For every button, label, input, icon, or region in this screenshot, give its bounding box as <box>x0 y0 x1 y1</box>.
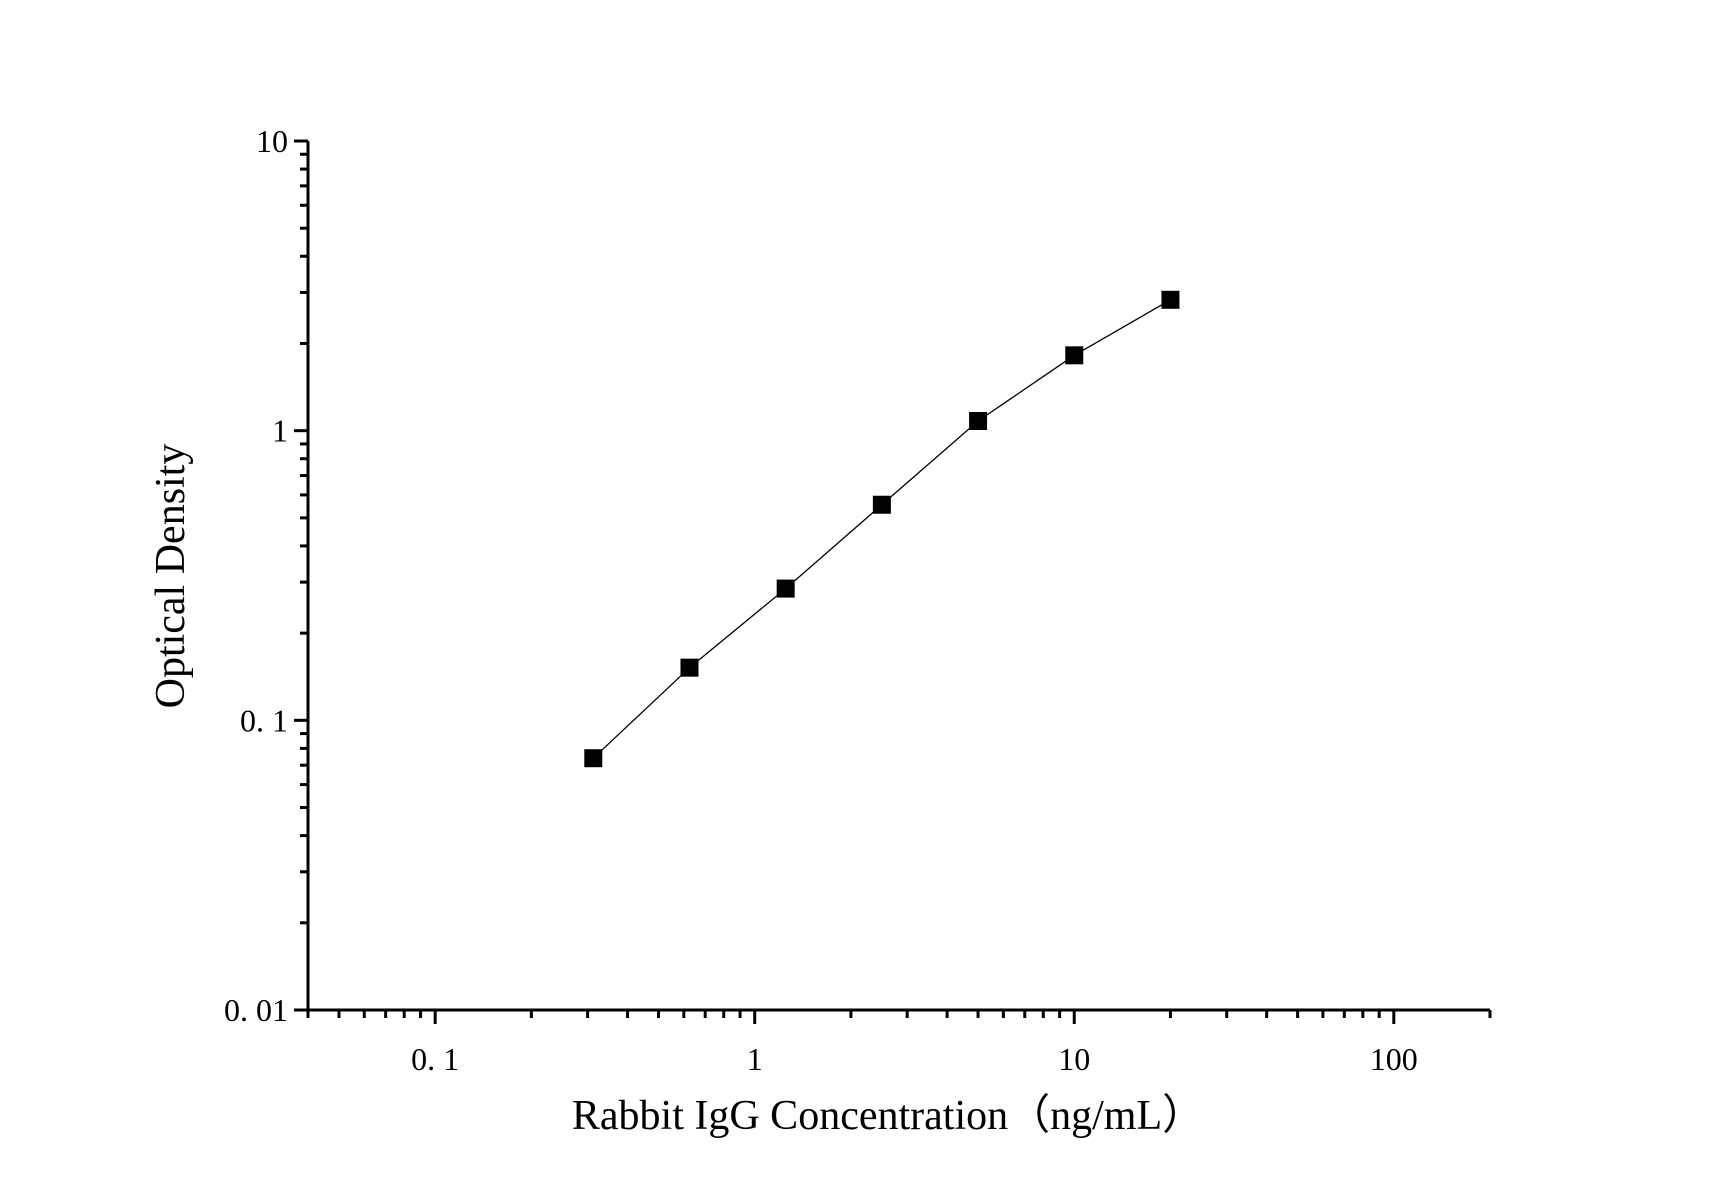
data-point <box>872 495 891 514</box>
data-point <box>1065 346 1084 365</box>
data-point <box>680 658 699 677</box>
x-tick-label: 1 <box>747 1041 763 1077</box>
data-point <box>584 749 603 768</box>
series-layer <box>584 290 1180 768</box>
y-tick-label: 0. 01 <box>224 992 288 1028</box>
data-point <box>969 411 988 430</box>
data-point <box>1161 290 1180 309</box>
axes: 0. 1 1 10 100 0. 01 0. 1 1 10 <box>224 123 1492 1077</box>
series-line <box>592 299 1171 759</box>
y-tick-label: 0. 1 <box>240 702 288 738</box>
data-point <box>776 579 795 598</box>
y-axis-title: Optical Density <box>148 444 194 709</box>
x-tick-label: 0. 1 <box>411 1041 459 1077</box>
y-tick-label: 10 <box>256 123 288 159</box>
x-axis-title: Rabbit IgG Concentration（ng/mL） <box>572 1093 1204 1139</box>
x-tick-label: 100 <box>1370 1041 1418 1077</box>
x-tick-label: 10 <box>1058 1041 1090 1077</box>
y-tick-label: 1 <box>272 413 288 449</box>
